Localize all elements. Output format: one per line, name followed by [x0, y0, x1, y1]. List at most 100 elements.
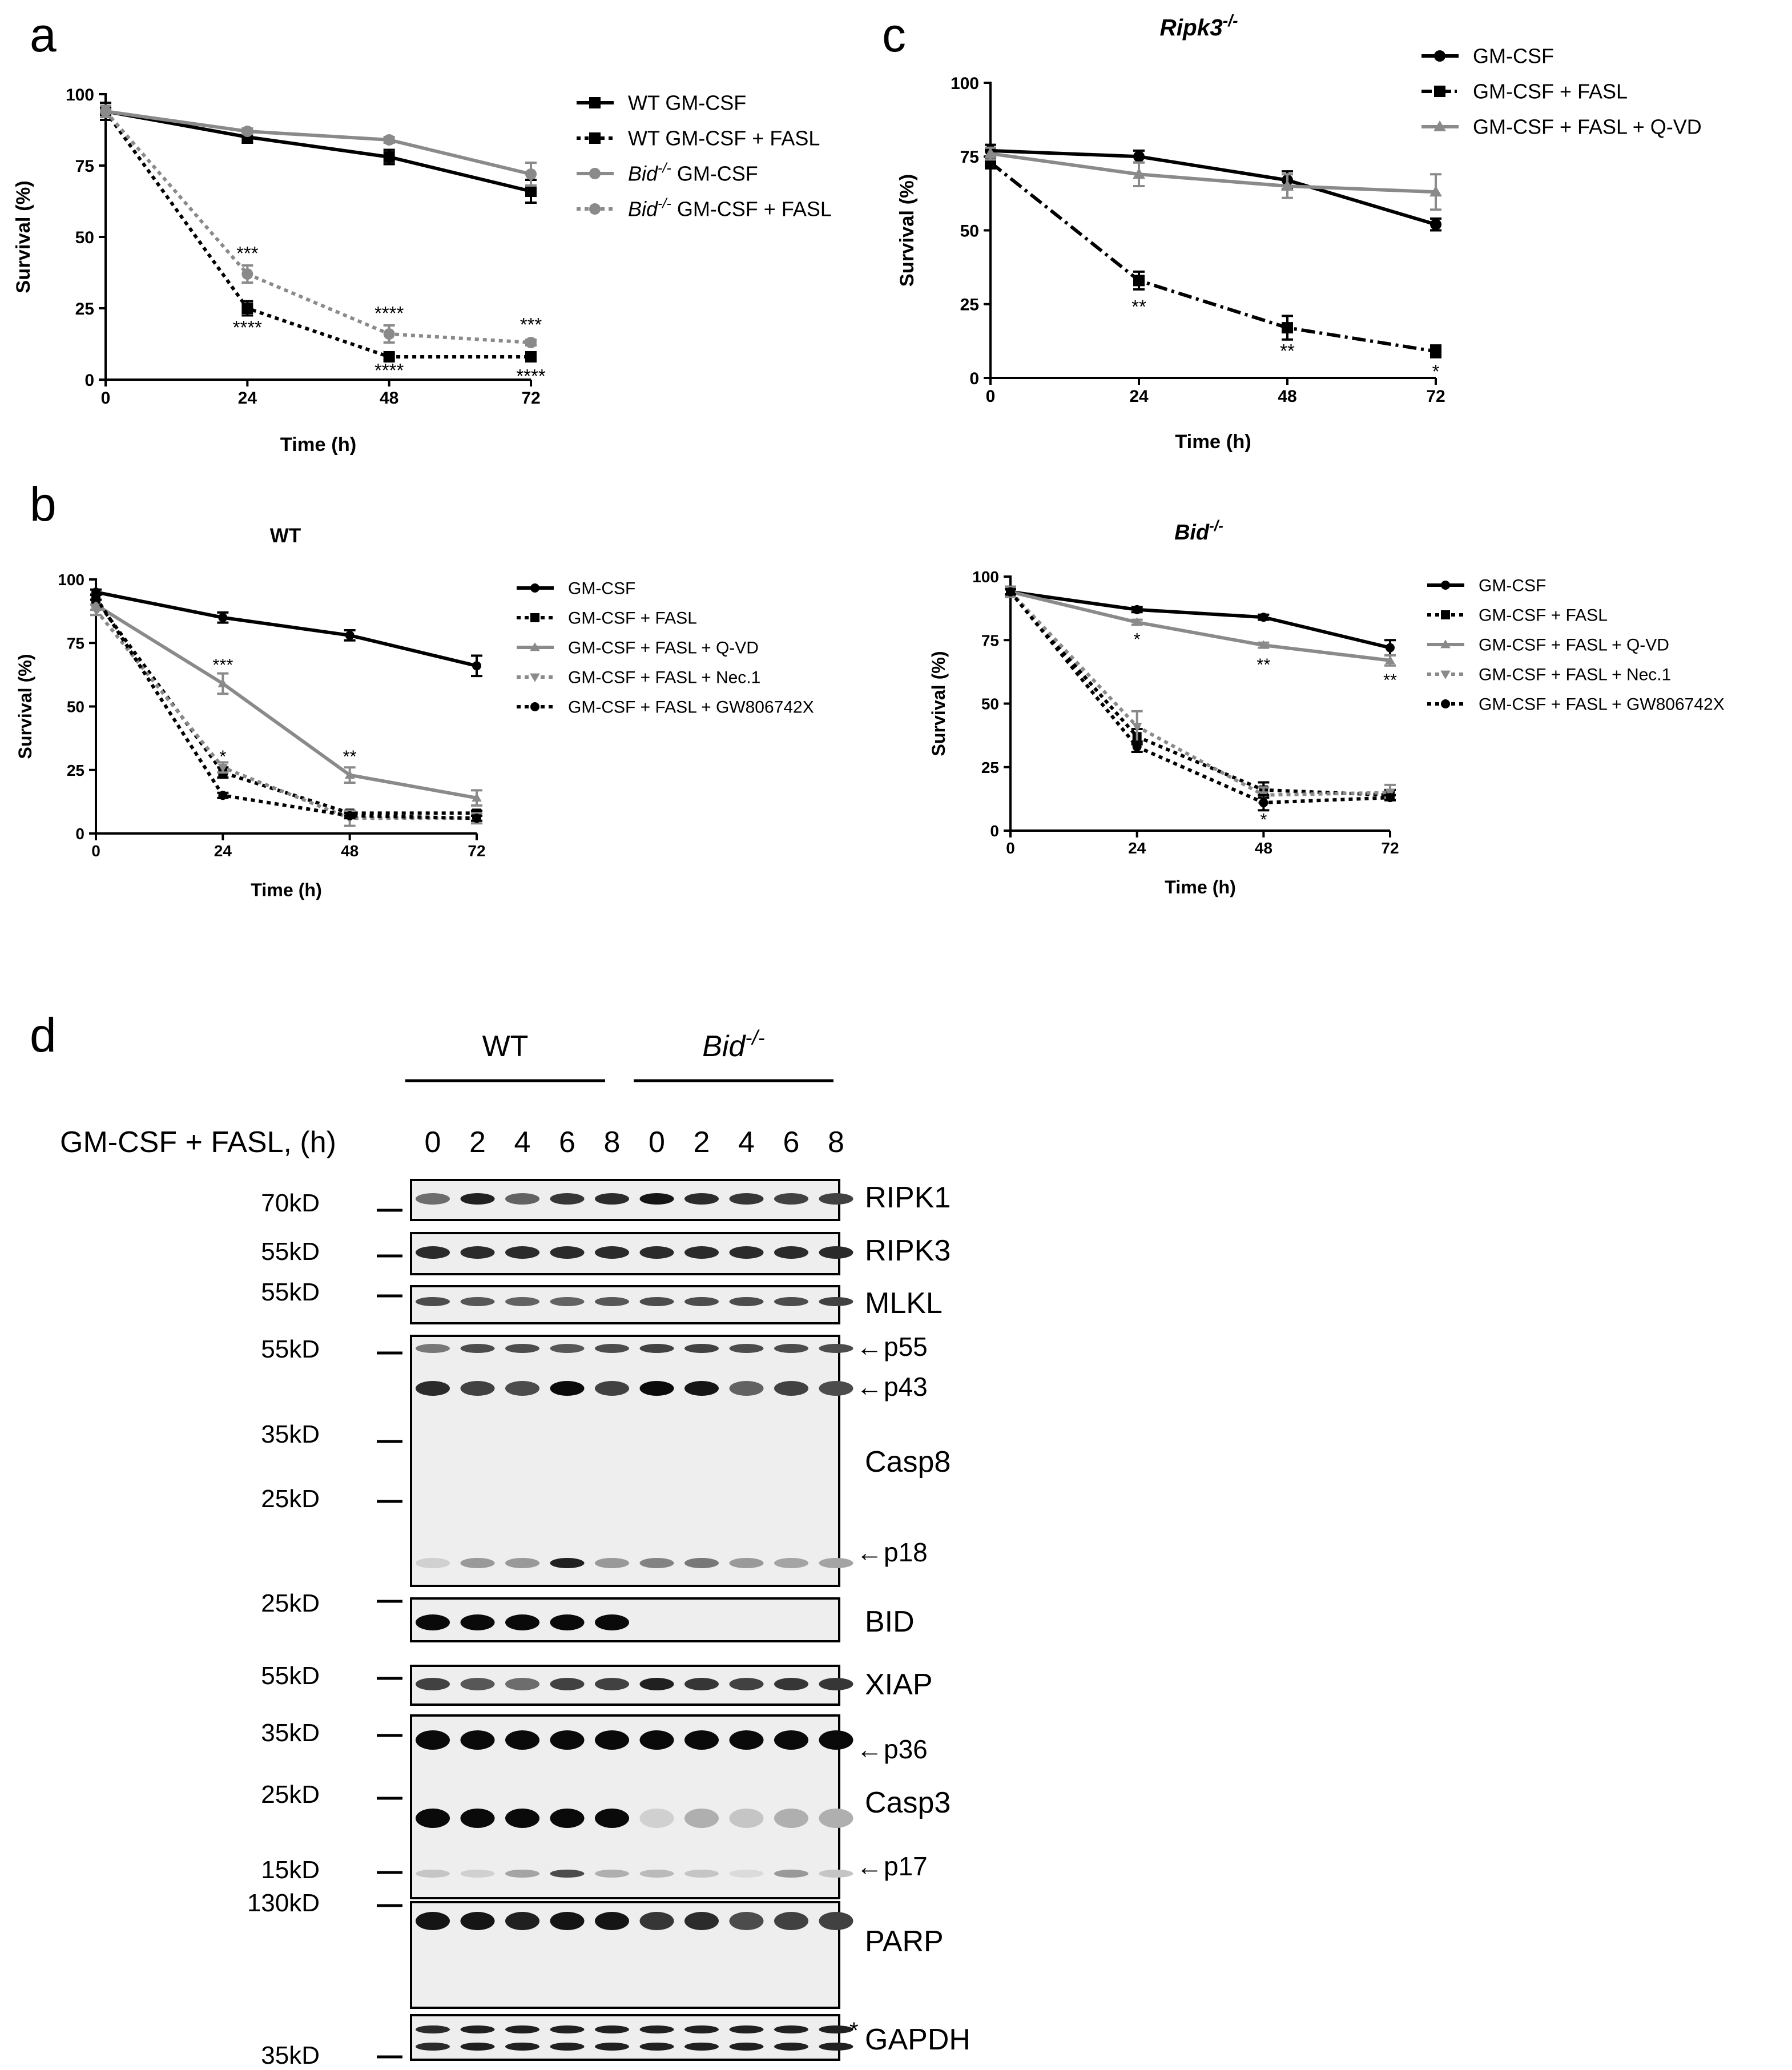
band — [819, 1678, 853, 1690]
band — [505, 1246, 539, 1259]
y-tick-label: 0 — [990, 822, 999, 840]
legend-label: GM-CSF + FASL + Q-VD — [1479, 636, 1669, 655]
band — [729, 1558, 764, 1568]
band — [550, 1246, 585, 1259]
band — [684, 1297, 719, 1306]
band — [774, 1730, 808, 1750]
data-point — [383, 351, 395, 363]
data-point — [472, 792, 482, 802]
band — [729, 1678, 764, 1690]
band — [550, 2043, 585, 2051]
data-point — [1132, 742, 1142, 752]
data-point — [218, 613, 228, 622]
band — [729, 1730, 764, 1750]
band — [639, 1381, 674, 1396]
y-axis-label: Survival (%) — [15, 654, 35, 759]
data-point — [984, 147, 997, 159]
band — [505, 1678, 539, 1690]
blot-panel-ripk1 — [410, 1179, 853, 1221]
legend-marker — [1441, 581, 1450, 590]
data-point — [1386, 643, 1395, 653]
band — [460, 1912, 495, 1930]
band — [460, 1193, 495, 1205]
band — [774, 1678, 808, 1690]
chart-b-wt: 0 25 50 75 100 0 24 48 72 Time (h) Survival (%) WT G… — [15, 525, 814, 900]
data-point — [1429, 186, 1442, 197]
western-blot: WT Bid-/-GM-CSF + FASL, (h) 0 2 4 6 8 0 2 4 6 870kD… — [60, 1026, 971, 2070]
legend-marker — [589, 168, 601, 179]
y-tick-label: 0 — [75, 825, 84, 843]
panel-letter-c: c — [882, 8, 906, 62]
blot-label: MLKL — [865, 1287, 943, 1320]
y-tick-label: 75 — [67, 634, 84, 652]
band — [595, 1193, 629, 1205]
legend-label-part: GM-CSF — [568, 579, 635, 598]
arrow-icon: ← — [856, 1734, 883, 1764]
legend-label-part: WT GM-CSF — [628, 91, 746, 115]
mw-marker: 55kD — [261, 1335, 320, 1363]
significance-label: ** — [1131, 296, 1146, 317]
legend-label-part: -/- — [658, 196, 671, 212]
band — [595, 1344, 629, 1353]
x-tick-label: 48 — [341, 842, 359, 860]
mw-marker: 55kD — [261, 1662, 320, 1690]
series-line — [1009, 590, 1391, 797]
y-tick-label: 25 — [67, 762, 84, 779]
band — [819, 1297, 853, 1306]
band — [774, 1381, 808, 1396]
band — [505, 2025, 539, 2033]
blot-label: PARP — [865, 1925, 944, 1958]
series-line — [990, 148, 1436, 227]
band — [595, 1809, 629, 1828]
chart-title-part: -/- — [1223, 12, 1238, 30]
legend-label-part: GM-CSF + FASL — [568, 609, 697, 628]
legend-marker — [1441, 699, 1450, 708]
legend-marker — [530, 702, 539, 711]
band — [416, 1912, 450, 1930]
x-tick-label: 0 — [986, 387, 996, 406]
significance-label: *** — [520, 314, 542, 335]
legend-marker — [589, 203, 601, 215]
blot-panel-gapdh — [410, 2014, 853, 2061]
blot-group-label-part: Bid — [702, 1030, 746, 1063]
data-point — [1282, 322, 1293, 334]
band — [819, 2025, 853, 2033]
legend-label: Bid-/- GM-CSF + FASL — [628, 196, 832, 221]
band — [460, 1297, 495, 1306]
legend-label-part: GM-CSF + FASL + GW806742X — [568, 698, 814, 717]
blot-membrane — [410, 1335, 840, 1587]
band — [505, 1344, 539, 1353]
band — [550, 1193, 585, 1205]
x-tick-label: 72 — [468, 842, 485, 860]
legend-label: Bid-/- GM-CSF — [628, 160, 758, 186]
band — [416, 1678, 450, 1690]
y-tick-label: 0 — [969, 369, 979, 388]
legend-label: GM-CSF + FASL + Q-VD — [568, 639, 759, 658]
x-tick-label: 24 — [238, 389, 257, 408]
chart-title: Bid-/- — [1174, 517, 1223, 545]
data-point — [1133, 151, 1145, 163]
legend-label-part: GM-CSF + FASL + Q-VD — [1473, 115, 1702, 139]
blot-label: p55 — [884, 1332, 928, 1362]
blot-group-label: Bid-/- — [702, 1026, 765, 1064]
band — [460, 1870, 495, 1878]
band — [684, 1344, 719, 1353]
band — [460, 1614, 495, 1630]
chart-title-part: Bid — [1174, 521, 1210, 545]
series-4 — [1005, 587, 1396, 812]
band — [416, 1870, 450, 1878]
band — [595, 2043, 629, 2051]
data-point — [1131, 723, 1142, 732]
timepoint-label: 0 — [425, 1126, 441, 1159]
data-point — [1259, 613, 1269, 622]
band — [595, 1870, 629, 1878]
band — [416, 1809, 450, 1828]
significance-label: * — [1260, 810, 1267, 829]
band — [639, 1297, 674, 1306]
timepoint-label: 2 — [469, 1126, 486, 1159]
y-axis-label: Survival (%) — [13, 180, 34, 293]
legend-label: GM-CSF — [1473, 45, 1554, 68]
band — [729, 1381, 764, 1396]
series-2 — [984, 146, 1442, 211]
mw-marker: 25kD — [261, 1781, 320, 1809]
